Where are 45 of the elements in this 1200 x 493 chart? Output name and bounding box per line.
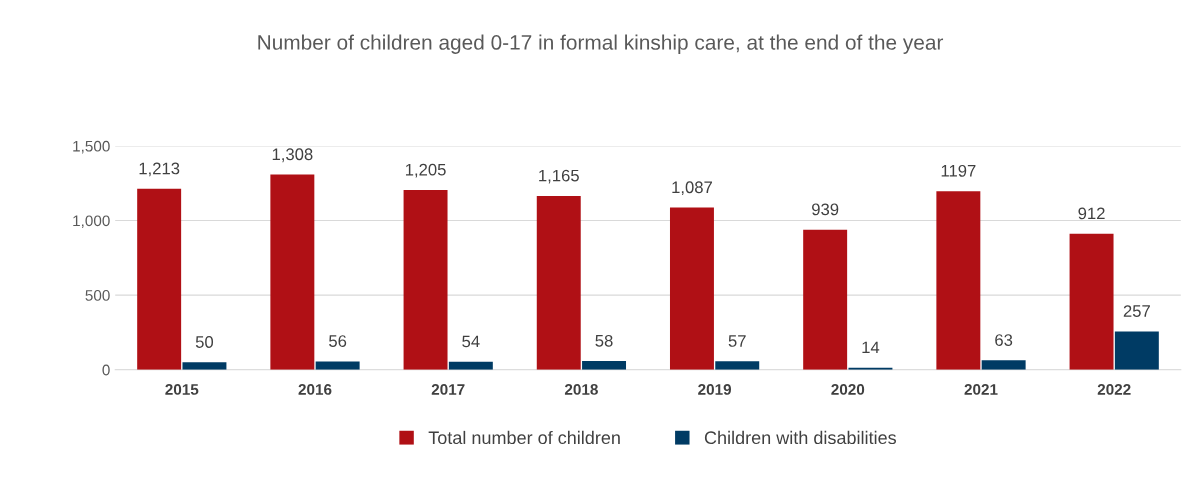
x-tick-label: 2019: [698, 384, 732, 395]
legend-label: Children with disabilities: [704, 430, 896, 445]
bar: [803, 229, 848, 370]
y-tick-label: 1,500: [73, 140, 110, 154]
x-tick-label: 2015: [165, 384, 199, 395]
data-label: 1,205: [405, 163, 446, 178]
bar: [715, 361, 760, 370]
data-label: 1,165: [539, 169, 579, 184]
data-label: 58: [595, 334, 613, 347]
data-label: 939: [812, 203, 839, 216]
bar: [182, 362, 227, 370]
x-tick-label: 2018: [564, 384, 598, 395]
bar: [936, 191, 981, 370]
chart-title: Number of children aged 0-17 in formal kinship care, at the end of the year: [258, 34, 944, 54]
y-tick-label: 1,000: [73, 215, 110, 229]
bar: [137, 188, 182, 370]
data-label: 63: [995, 334, 1013, 346]
y-tick-label: 0: [102, 364, 110, 376]
data-label: 50: [195, 336, 214, 348]
x-tick-label: 2022: [1097, 384, 1131, 395]
bar: [403, 189, 448, 370]
x-tick-label: 2016: [298, 384, 332, 395]
data-label: 912: [1078, 207, 1105, 220]
bar: [1114, 331, 1159, 370]
data-label: 54: [462, 335, 480, 348]
bar: [536, 195, 581, 370]
y-tick-label: 500: [85, 290, 110, 301]
data-label: 57: [728, 335, 746, 347]
x-tick-label: 2020: [831, 384, 865, 395]
x-tick-label: 2021: [964, 384, 998, 395]
bar: [981, 360, 1026, 370]
data-label: 56: [329, 335, 347, 347]
bar: [669, 207, 714, 370]
data-label: 257: [1123, 305, 1150, 317]
bar: [1069, 233, 1114, 370]
data-label: 1,308: [272, 148, 313, 163]
data-label: 14: [862, 341, 880, 354]
bar: [270, 174, 315, 370]
data-label: 1,087: [672, 181, 712, 196]
bar: [582, 361, 627, 370]
data-label: 1197: [941, 164, 976, 177]
data-label: 1,213: [139, 162, 180, 177]
x-tick-label: 2017: [431, 384, 465, 395]
bar: [315, 361, 360, 370]
legend-label: Total number of children: [428, 430, 620, 445]
